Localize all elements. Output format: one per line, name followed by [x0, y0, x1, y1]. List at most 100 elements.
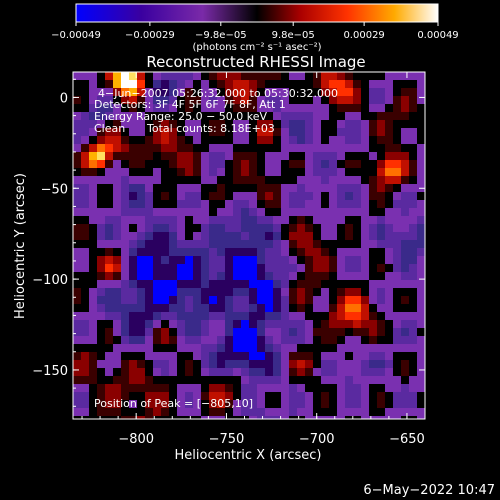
heatmap-cell	[409, 416, 418, 419]
heatmap-cell	[393, 200, 402, 209]
heatmap-cell	[281, 280, 290, 289]
heatmap-cell	[153, 368, 162, 377]
heatmap-cell	[393, 160, 402, 169]
heatmap-cell	[193, 336, 202, 345]
heatmap-cell	[257, 80, 266, 89]
heatmap-cell	[97, 296, 106, 305]
heatmap-cell	[297, 88, 306, 97]
heatmap-cell	[249, 296, 258, 305]
heatmap-cell	[249, 312, 258, 321]
heatmap-cell	[153, 400, 162, 409]
heatmap-cell	[241, 328, 250, 337]
heatmap-cell	[289, 160, 298, 169]
heatmap-cell	[345, 400, 354, 409]
colorbar-tick-label: 0.00029	[343, 30, 384, 41]
heatmap-cell	[257, 272, 266, 281]
heatmap-cell	[337, 216, 346, 225]
heatmap-cell	[217, 328, 226, 337]
heatmap-cell	[353, 416, 362, 419]
heatmap-cell	[281, 304, 290, 313]
heatmap-cell	[257, 312, 266, 321]
heatmap-cell	[353, 96, 362, 105]
heatmap-cell	[417, 144, 425, 153]
heatmap-cell	[185, 216, 194, 225]
heatmap-cell	[169, 296, 178, 305]
heatmap-cell	[145, 248, 154, 257]
heatmap-cell	[209, 136, 218, 145]
heatmap-cell	[417, 384, 425, 393]
heatmap-cell	[353, 192, 362, 201]
heatmap-cell	[305, 224, 314, 233]
heatmap-cell	[417, 392, 425, 401]
heatmap-cell	[177, 368, 186, 377]
heatmap-cell	[329, 152, 338, 161]
heatmap-cell	[209, 352, 218, 361]
heatmap-cell	[185, 208, 194, 217]
heatmap-cell	[145, 80, 154, 89]
heatmap-cell	[377, 392, 386, 401]
heatmap-cell	[257, 296, 266, 305]
heatmap-cell	[401, 128, 410, 137]
heatmap-cell	[313, 248, 322, 257]
heatmap-cell	[265, 152, 274, 161]
heatmap-cell	[313, 112, 322, 121]
heatmap-cell	[377, 240, 386, 249]
heatmap-cell	[89, 120, 98, 129]
heatmap-cell	[113, 296, 122, 305]
heatmap-cell	[313, 384, 322, 393]
heatmap-cell	[73, 296, 82, 305]
heatmap-cell	[409, 328, 418, 337]
heatmap-cell	[377, 376, 386, 385]
heatmap-cell	[193, 416, 202, 419]
heatmap-cell	[169, 224, 178, 233]
heatmap-cell	[129, 88, 138, 97]
heatmap-cell	[265, 208, 274, 217]
heatmap-cell	[289, 72, 298, 81]
heatmap-cell	[113, 96, 122, 105]
heatmap-cell	[337, 376, 346, 385]
heatmap-cell	[121, 216, 130, 225]
heatmap-cell	[273, 224, 282, 233]
heatmap-cell	[89, 384, 98, 393]
heatmap-cell	[361, 368, 370, 377]
heatmap-cell	[377, 280, 386, 289]
heatmap-cell	[369, 368, 378, 377]
heatmap-cell	[289, 344, 298, 353]
heatmap-cell	[113, 368, 122, 377]
heatmap-cell	[273, 232, 282, 241]
heatmap-cell	[105, 152, 114, 161]
heatmap-cell	[185, 352, 194, 361]
heatmap-cell	[273, 416, 282, 419]
annotation-time-range: 4−Jun−2007 05:26:32.000 to 05:30:32.000	[98, 87, 338, 100]
heatmap-cell	[313, 392, 322, 401]
heatmap-cell	[273, 280, 282, 289]
heatmap-cell	[113, 72, 122, 81]
heatmap-cell	[121, 416, 130, 419]
heatmap-cell	[217, 352, 226, 361]
heatmap-cell	[337, 208, 346, 217]
heatmap-cell	[401, 256, 410, 265]
heatmap-cell	[217, 184, 226, 193]
heatmap-cell	[129, 232, 138, 241]
heatmap-cell	[153, 144, 162, 153]
heatmap-cell	[161, 368, 170, 377]
heatmap-cell	[169, 240, 178, 249]
heatmap-cell	[201, 296, 210, 305]
heatmap-cell	[145, 280, 154, 289]
heatmap-cell	[121, 184, 130, 193]
heatmap-cell	[393, 392, 402, 401]
heatmap-cell	[121, 320, 130, 329]
heatmap-cell	[185, 272, 194, 281]
colorbar-gradient	[75, 3, 439, 23]
heatmap-cell	[249, 88, 258, 97]
heatmap-cell	[249, 120, 258, 129]
heatmap-cell	[153, 200, 162, 209]
heatmap-cell	[73, 128, 82, 137]
heatmap-cell	[281, 112, 290, 121]
heatmap-cell	[193, 256, 202, 265]
heatmap-cell	[297, 184, 306, 193]
heatmap-cell	[81, 160, 90, 169]
heatmap-cell	[73, 160, 82, 169]
heatmap-cell	[385, 168, 394, 177]
heatmap-cell	[289, 352, 298, 361]
